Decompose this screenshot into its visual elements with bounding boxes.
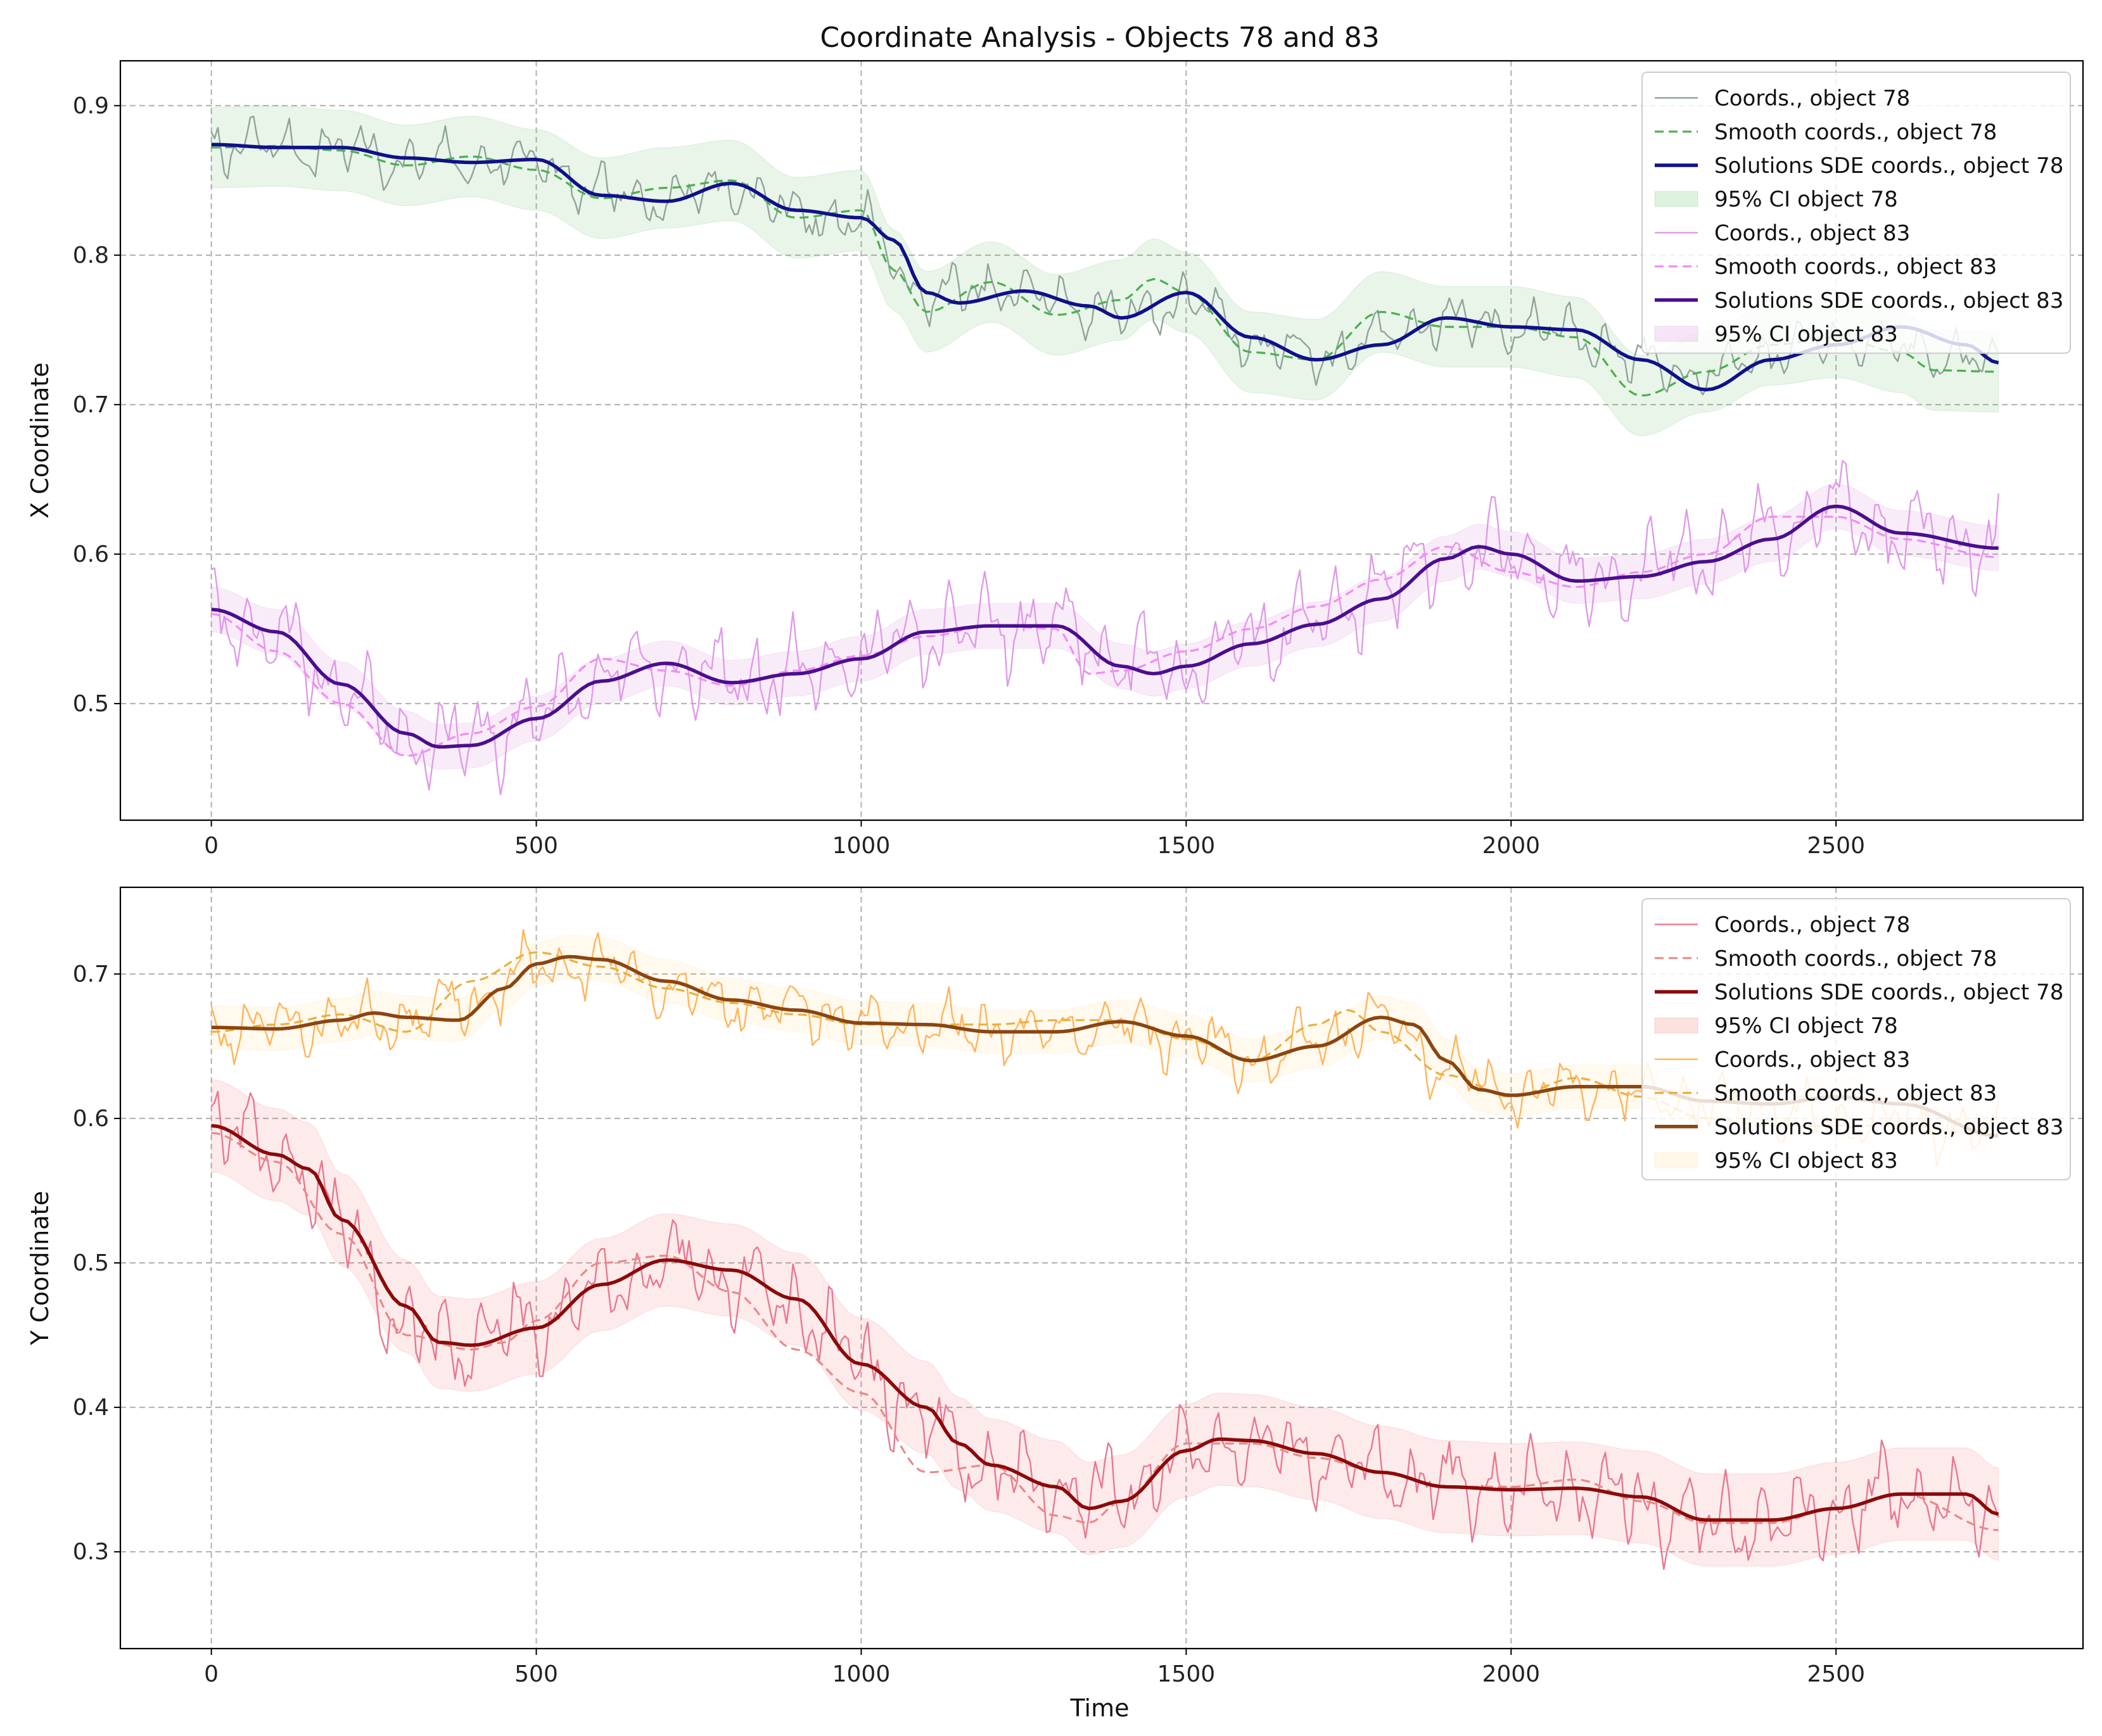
y-tick-label: 0.6 [73, 542, 109, 567]
legend-label: Coords., object 78 [1714, 86, 1910, 111]
legend-swatch [1654, 326, 1698, 342]
x-tick-label: 2000 [1482, 1661, 1540, 1687]
axes-frame [119, 60, 2084, 821]
legend-item: 95% CI object 78 [1654, 1013, 1898, 1039]
legend-box [1641, 72, 2071, 354]
legend-item: 95% CI object 83 [1654, 322, 1898, 347]
series-solutions-sde-coords-object-78 [211, 1124, 1999, 1522]
x-tick-label: 1500 [1157, 833, 1216, 859]
ticks: 0 500 1000 1500 2000 2500 0.3 0.4 0.5 0.6 0.7 [73, 961, 1865, 1687]
y-tick-label: 0.4 [73, 1395, 109, 1421]
legend-item: Solutions SDE coords., object 78 [1655, 153, 2063, 179]
legend-label: 95% CI object 83 [1714, 322, 1898, 347]
x-tick-label: 1000 [832, 833, 891, 859]
legend-label: Solutions SDE coords., object 78 [1714, 153, 2063, 179]
series-solutions-sde-coords-object-78 [211, 143, 1999, 392]
legend-item: Smooth coords., object 78 [1655, 946, 1997, 972]
x-tick-label: 500 [514, 833, 558, 859]
legend-label: Smooth coords., object 78 [1714, 120, 1997, 145]
legend-item: Smooth coords., object 78 [1655, 120, 1997, 145]
y-axis-label: X Coordinate [26, 362, 54, 518]
legend-label: 95% CI object 78 [1714, 1013, 1898, 1039]
legend-item: Smooth coords., object 83 [1655, 255, 1997, 280]
legend-swatch [1654, 1017, 1698, 1034]
axes-frame [119, 886, 2084, 1650]
x-tick-label: 1500 [1157, 1661, 1216, 1687]
legend-swatch [1654, 191, 1698, 207]
legend-item: Coords., object 83 [1655, 220, 1910, 246]
legend-item: Coords., object 78 [1655, 86, 1910, 111]
series-solutions-sde-coords-object-83 [211, 504, 1999, 749]
x-tick-label: 2500 [1807, 1661, 1865, 1687]
x-axis-label: Time [1070, 1694, 1130, 1722]
legend-item: Solutions SDE coords., object 78 [1655, 980, 2063, 1005]
panel-x-coordinate: 0 500 1000 1500 2000 2500 0.5 0.6 0.7 0.8 0.9 X Coo… [26, 60, 2084, 859]
y-tick-label: 0.9 [73, 93, 109, 119]
legend-label: Coords., object 78 [1714, 913, 1910, 938]
legend-label: Coords., object 83 [1714, 220, 1910, 246]
legend-box [1641, 898, 2071, 1181]
legend-item: Solutions SDE coords., object 83 [1655, 1115, 2063, 1140]
x-tick-label: 0 [204, 1661, 219, 1687]
legend-label: Smooth coords., object 78 [1714, 946, 1997, 972]
ticks: 0 500 1000 1500 2000 2500 0.5 0.6 0.7 0.8 0.9 [73, 93, 1865, 859]
panel-y-coordinate: 0 500 1000 1500 2000 2500 0.3 0.4 0.5 0.6 0.7 Y Coo… [26, 886, 2084, 1687]
x-tick-label: 500 [514, 1661, 558, 1687]
legend-swatch [1654, 1152, 1698, 1169]
series-95-ci-object-78 [211, 105, 1999, 436]
legend-item: 95% CI object 83 [1654, 1148, 1898, 1174]
x-tick-label: 1000 [832, 1661, 891, 1687]
series-smooth-coords-object-83 [211, 516, 1999, 757]
series-95-ci-object-83 [211, 483, 1999, 770]
legend: Coords., object 78 Smooth coords., object… [1641, 898, 2071, 1181]
x-tick-label: 2000 [1482, 833, 1540, 859]
series-95-ci-object-78 [211, 1079, 1999, 1567]
y-tick-label: 0.7 [73, 961, 109, 987]
legend: Coords., object 78 Smooth coords., object… [1641, 72, 2071, 354]
legend-item: Solutions SDE coords., object 83 [1655, 288, 2063, 314]
series-smooth-coords-object-78 [211, 1132, 1999, 1531]
plot-area [210, 928, 1999, 1570]
legend-item: Coords., object 78 [1655, 913, 1910, 938]
series-coords-object-83 [211, 460, 1999, 795]
legend-label: Solutions SDE coords., object 83 [1714, 1115, 2063, 1140]
plot-area [210, 105, 1999, 795]
legend-item: 95% CI object 78 [1654, 187, 1898, 212]
x-tick-label: 0 [204, 833, 219, 859]
legend-item: Smooth coords., object 83 [1655, 1081, 1997, 1106]
y-tick-label: 0.8 [73, 243, 109, 269]
y-tick-label: 0.7 [73, 392, 109, 418]
legend-label: Smooth coords., object 83 [1714, 255, 1997, 280]
legend-label: Coords., object 83 [1714, 1047, 1910, 1072]
chart-title: Coordinate Analysis - Objects 78 and 83 [820, 22, 1379, 54]
y-tick-label: 0.3 [73, 1539, 109, 1565]
y-tick-label: 0.5 [73, 1250, 109, 1276]
series-smooth-coords-object-78 [211, 144, 1999, 397]
legend-item: Coords., object 83 [1655, 1047, 1910, 1072]
y-axis-label: Y Coordinate [26, 1191, 54, 1346]
legend-label: 95% CI object 78 [1714, 187, 1898, 212]
y-tick-label: 0.6 [73, 1106, 109, 1132]
y-tick-label: 0.5 [73, 691, 109, 717]
legend-label: Smooth coords., object 83 [1714, 1081, 1997, 1106]
series-coords-object-78 [210, 1091, 1999, 1570]
legend-label: Solutions SDE coords., object 78 [1714, 980, 2063, 1005]
legend-label: Solutions SDE coords., object 83 [1714, 288, 2063, 314]
legend-label: 95% CI object 83 [1714, 1148, 1898, 1174]
x-tick-label: 2500 [1807, 833, 1865, 859]
